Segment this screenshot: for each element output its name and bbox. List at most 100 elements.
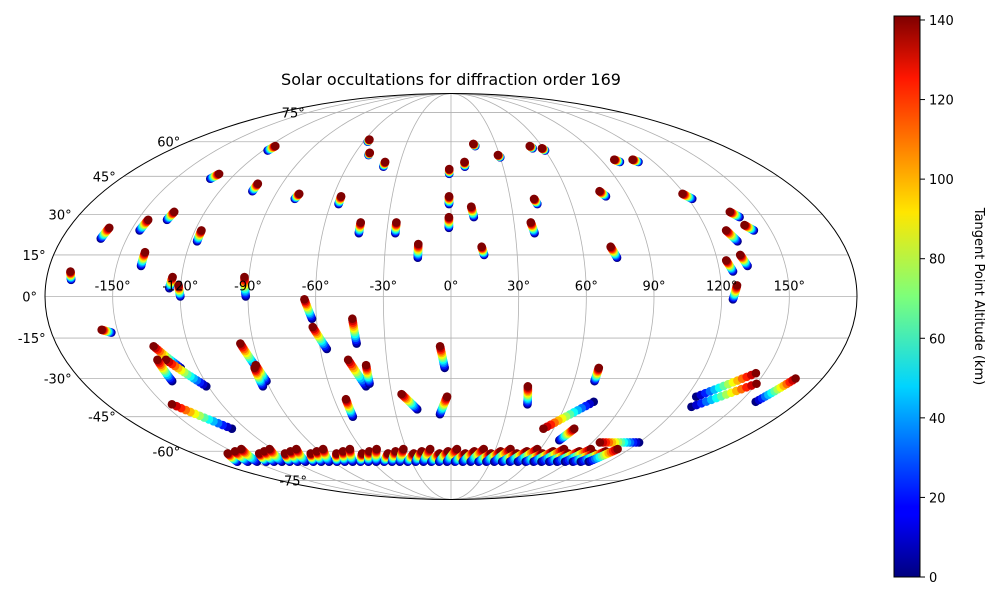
longitude-tick-label: 60° [575, 280, 598, 295]
occultation-point [392, 218, 401, 227]
latitude-tick-label: 30° [49, 208, 72, 223]
occultation-track [595, 186, 611, 201]
occultation-track [265, 444, 287, 467]
occultation-track [469, 139, 480, 151]
occultation-track [164, 272, 177, 293]
occultation-track [628, 155, 643, 167]
occultation-point [523, 382, 533, 391]
longitude-tick-label: 120° [706, 280, 737, 295]
occultation-point [343, 355, 353, 365]
occultation-track [300, 294, 317, 324]
occultation-track [721, 226, 742, 246]
occultation-track [590, 363, 604, 386]
occultation-point [469, 139, 478, 149]
occultation-track [240, 272, 251, 301]
occultation-track [248, 179, 263, 196]
occultation-track [442, 444, 462, 467]
latitude-tick-label: -30° [44, 373, 72, 388]
occultation-track [136, 247, 150, 271]
occultation-point [365, 148, 375, 158]
occultation-point [236, 339, 245, 348]
occultation-point [752, 379, 761, 389]
occultation-point [140, 247, 150, 257]
occultation-point [740, 220, 749, 230]
occultation-point [341, 394, 351, 404]
occultation-track [161, 355, 211, 391]
occultation-track [345, 444, 358, 467]
occultation-track [292, 444, 310, 467]
colorbar-tick-label: 140 [929, 14, 954, 29]
occultation-point [529, 194, 539, 204]
occultation-track [466, 202, 479, 222]
longitude-tick-label: 150° [774, 280, 805, 295]
occultation-point [356, 218, 366, 227]
colorbar-tick-label: 40 [929, 412, 946, 427]
occultation-track [174, 281, 185, 301]
occultation-point [609, 155, 619, 164]
occultation-point [372, 444, 381, 454]
occultation-track [236, 444, 262, 467]
latitude-tick-label: -45° [88, 411, 116, 426]
occultation-track [318, 444, 334, 467]
occultation-track [308, 322, 332, 354]
occultation-point [399, 444, 408, 454]
occultation-track [192, 226, 206, 246]
occultation-point [442, 392, 452, 401]
occultation-track [334, 192, 346, 209]
occultation-point [721, 256, 731, 265]
occultation-track [725, 207, 744, 222]
occultation-track [691, 368, 761, 401]
occultation-point [525, 141, 535, 151]
longitude-tick-label: -150° [95, 280, 131, 295]
occultation-track [338, 446, 350, 467]
occultation-track [735, 250, 752, 271]
occultation-point [345, 444, 355, 454]
occultation-track [460, 157, 470, 171]
longitude-tick-label: -120° [162, 280, 198, 295]
occultation-point [725, 207, 735, 217]
latitude-tick-label: 60° [157, 136, 180, 151]
occultation-point [169, 207, 179, 217]
longitude-tick-label: -60° [302, 280, 330, 295]
occultation-track [526, 218, 539, 238]
occultation-point [628, 155, 637, 164]
occultation-track [444, 192, 454, 209]
colorbar: 0 20 40 60 80 100 120 140 Tangent Point Altitud… [893, 14, 986, 586]
occultation-point [223, 449, 233, 458]
occultation-point [153, 355, 162, 365]
occultation-track [537, 143, 550, 155]
occultation-point [300, 294, 309, 304]
latitude-tick-label: 0° [22, 291, 37, 306]
occultation-track [728, 281, 742, 304]
occultation-track [525, 141, 537, 153]
occultation-point [751, 368, 761, 378]
occultation-track [379, 157, 390, 171]
occultation-point [479, 444, 489, 454]
occultation-track [609, 155, 625, 167]
occultation-track [687, 379, 761, 412]
occultation-point [537, 143, 547, 153]
occultation-track [364, 148, 375, 160]
occultation-point [104, 223, 114, 233]
occultation-point [250, 363, 259, 373]
occultation-point [174, 281, 183, 290]
occultation-point [595, 438, 605, 447]
occultation-track [539, 397, 599, 433]
occultation-track [371, 444, 381, 467]
occultation-track [555, 424, 579, 445]
map-boundary [44, 93, 858, 500]
occultation-track [584, 444, 622, 467]
latitude-tick-label: -75° [279, 474, 307, 489]
occultation-point [477, 242, 486, 252]
occultation-point [348, 314, 357, 324]
occultation-track [66, 267, 76, 285]
occultation-point [732, 281, 742, 290]
occultation-point [735, 250, 745, 260]
occultation-point [791, 374, 800, 383]
occultation-point [97, 325, 106, 335]
occultation-point [265, 444, 274, 454]
colorbar-gradient [893, 15, 921, 578]
occultation-track [413, 239, 423, 262]
occultation-track [341, 394, 358, 421]
